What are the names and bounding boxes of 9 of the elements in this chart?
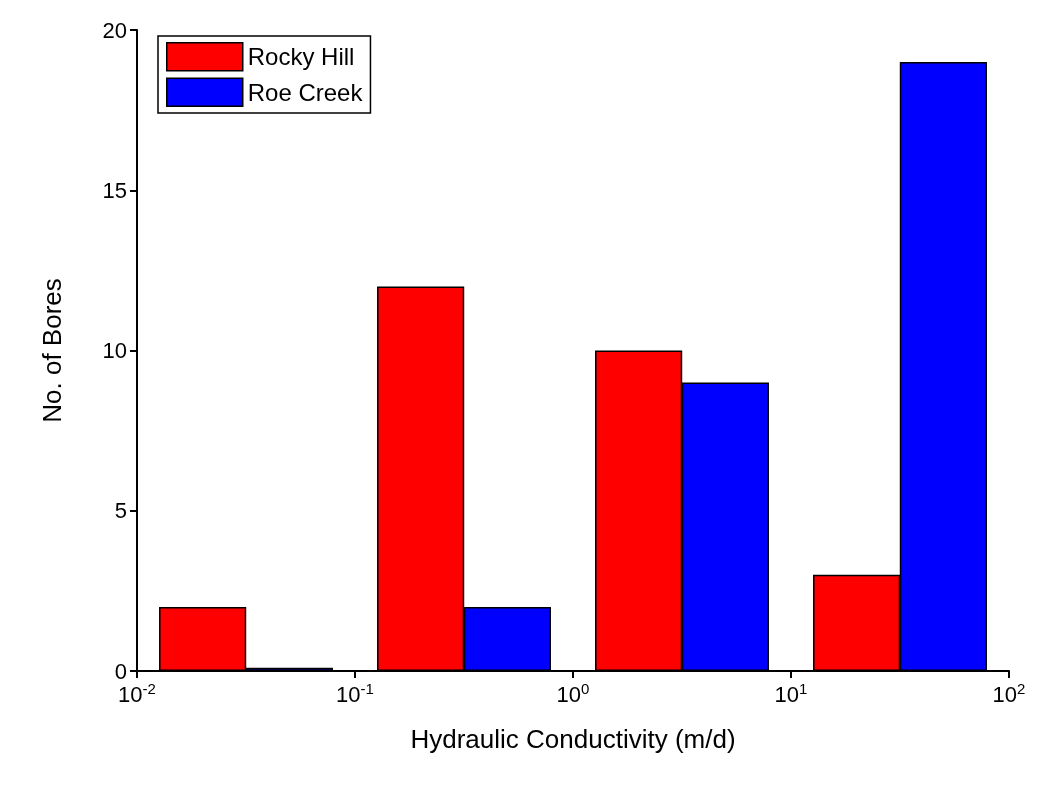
y-tick-label: 10 <box>102 338 127 363</box>
y-tick-label: 5 <box>114 498 127 524</box>
legend-label: Roe Creek <box>247 78 364 106</box>
x-axis-title: Hydraulic Conductivity (m/d) <box>410 724 736 754</box>
y-tick-label: 20 <box>102 17 127 43</box>
y-tick-label: 15 <box>102 177 127 203</box>
y-axis-title: No. of Bores <box>37 278 67 423</box>
legend-label: Rocky Hill <box>247 43 355 71</box>
y-tick-label: 0 <box>114 658 127 684</box>
